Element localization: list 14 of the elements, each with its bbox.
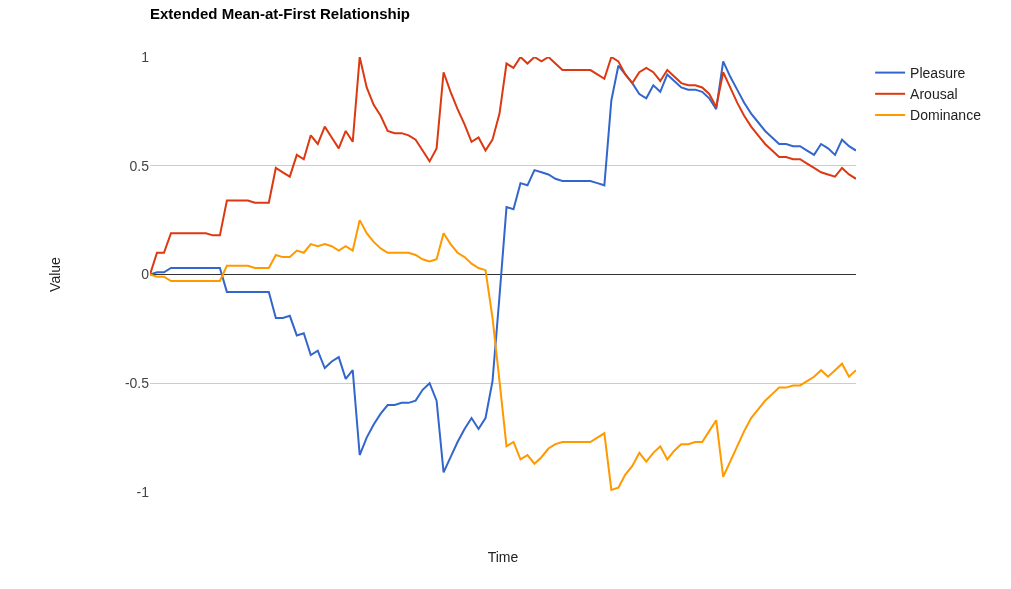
legend-label: Pleasure xyxy=(910,65,966,82)
y-tick-label: 0 xyxy=(141,266,150,283)
y-tick-label: 1 xyxy=(141,48,150,65)
line-series xyxy=(150,60,856,474)
legend-label: Arousal xyxy=(910,86,958,103)
y-tick-label: 0.5 xyxy=(129,157,150,174)
y-tick-label: -0.5 xyxy=(124,375,150,392)
line-series xyxy=(150,219,856,491)
x-axis-title: Time xyxy=(487,549,519,566)
y-tick-label: -1 xyxy=(136,483,150,500)
y-axis-title: Value xyxy=(47,256,64,292)
line-series xyxy=(150,57,856,276)
legend-label: Dominance xyxy=(910,107,982,124)
chart-title: Extended Mean-at-First Relationship xyxy=(150,5,411,23)
